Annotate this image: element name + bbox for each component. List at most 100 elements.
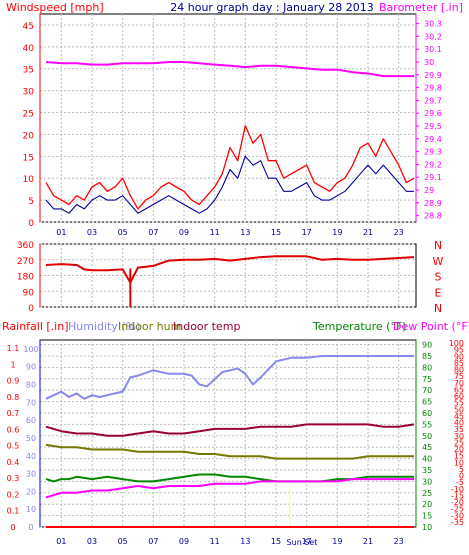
- barometer-tick-label: 29.4: [424, 135, 442, 144]
- humidity-tick-label: 20: [26, 487, 36, 496]
- wind-x-tick-label: 17: [302, 228, 312, 237]
- rain-tick-label: 0.8: [7, 393, 20, 402]
- barometer-tick-label: 29.8: [424, 84, 442, 93]
- barometer-tick-label: 30.1: [424, 45, 442, 54]
- wind-x-tick-label: 01: [56, 228, 66, 237]
- dewpoint-tick-label: 55: [454, 399, 464, 408]
- direction-tick-label: 0: [28, 304, 34, 314]
- compass-label: W: [433, 255, 444, 268]
- barometer-tick-label: 30.3: [424, 20, 442, 29]
- wind-average-line: [45, 155, 414, 214]
- humidity-tick-label: 90: [26, 363, 36, 372]
- climate-x-tick-label: 05: [118, 537, 128, 546]
- rain-tick-label: 0: [10, 523, 15, 532]
- wind-tick-label: 10: [23, 175, 35, 185]
- barometer-axis-label: Barometer [.in]: [379, 1, 463, 14]
- humidity-tick-label: 0: [28, 523, 33, 532]
- compass-label: N: [434, 302, 442, 315]
- dewpoint-tick-label: -15: [451, 491, 464, 500]
- compass-label: E: [435, 286, 442, 299]
- dewpoint-tick-label: 90: [454, 352, 464, 361]
- climate-x-tick-label: 15: [271, 537, 281, 546]
- legend-humidity: Humidity (%): [68, 320, 140, 333]
- humidity-tick-label: 10: [26, 505, 36, 514]
- dewpoint-tick-label: 75: [454, 372, 464, 381]
- rain-tick-label: 0.1: [7, 507, 20, 516]
- direction-tick-label: 90: [23, 288, 35, 298]
- dew-point-line: [45, 478, 414, 499]
- rain-tick-label: 1.1: [7, 344, 20, 353]
- dewpoint-tick-label: 50: [454, 405, 464, 414]
- dewpoint-tick-label: 35: [454, 425, 464, 434]
- wind-x-tick-label: 21: [363, 228, 373, 237]
- barometer-tick-label: 28.9: [424, 199, 442, 208]
- barometer-tick-label: 29.2: [424, 160, 442, 169]
- wind-tick-label: 30: [23, 88, 35, 98]
- dewpoint-tick-label: 40: [454, 419, 464, 428]
- compass-label: S: [435, 271, 442, 284]
- wind-tick-label: 5: [28, 197, 34, 207]
- dewpoint-tick-label: 20: [454, 445, 464, 454]
- temperature-tick-label: 70: [422, 386, 432, 395]
- dewpoint-tick-label: 25: [454, 438, 464, 447]
- temperature-tick-label: 65: [422, 398, 432, 407]
- windspeed-axis-label: Windspeed [mph]: [6, 1, 104, 14]
- humidity-tick-label: 70: [26, 398, 36, 407]
- barometer-tick-label: 29.1: [424, 173, 442, 182]
- dewpoint-tick-label: 65: [454, 385, 464, 394]
- temperature-tick-label: 15: [422, 512, 432, 521]
- temperature-tick-label: 35: [422, 466, 432, 475]
- wind-x-tick-label: 23: [394, 228, 404, 237]
- temperature-tick-label: 80: [422, 363, 432, 372]
- barometer-tick-label: 29.6: [424, 109, 442, 118]
- wind-x-tick-label: 05: [118, 228, 128, 237]
- legend-rainfall: Rainfall [.in]: [2, 320, 69, 333]
- temperature-tick-label: 45: [422, 443, 432, 452]
- temperature-tick-label: 25: [422, 489, 432, 498]
- indoor-temp-line: [45, 423, 415, 437]
- dewpoint-tick-label: 70: [454, 379, 464, 388]
- dewpoint-tick-label: 100: [449, 339, 464, 348]
- wind-x-tick-label: 13: [240, 228, 250, 237]
- rain-tick-label: 0.6: [7, 425, 20, 434]
- dewpoint-tick-label: 10: [454, 458, 464, 467]
- barometer-tick-label: 29.7: [424, 96, 442, 105]
- wind-tick-label: 15: [23, 153, 34, 163]
- temperature-tick-label: 20: [422, 500, 432, 509]
- wind-x-tick-label: 09: [179, 228, 189, 237]
- wind-direction-line: [45, 255, 415, 284]
- temperature-tick-label: 10: [422, 523, 432, 532]
- dewpoint-tick-label: 0: [459, 472, 464, 481]
- rain-tick-label: 0.4: [7, 458, 20, 467]
- chart-title: 24 hour graph day : January 28 2013: [170, 1, 374, 14]
- barometer-line: [45, 61, 414, 78]
- dewpoint-tick-label: 85: [454, 359, 464, 368]
- climate-x-tick-label: 13: [240, 537, 250, 546]
- legend-temperature: Temperature (°F): [312, 320, 407, 333]
- wind-tick-label: 20: [23, 131, 35, 141]
- humidity-tick-label: 40: [26, 452, 36, 461]
- climate-x-tick-label: 21: [363, 537, 373, 546]
- wind-tick-label: 40: [23, 44, 35, 54]
- dewpoint-tick-label: 95: [454, 346, 464, 355]
- wind-plot-frame: [39, 13, 417, 223]
- dewpoint-tick-label: -25: [451, 505, 464, 514]
- dewpoint-tick-label: -5: [456, 478, 464, 487]
- compass-label: N: [434, 239, 442, 252]
- dewpoint-tick-label: 60: [454, 392, 464, 401]
- temperature-tick-label: 60: [422, 409, 432, 418]
- climate-x-tick-label: 09: [179, 537, 189, 546]
- barometer-tick-label: 30.2: [424, 32, 442, 41]
- rain-tick-label: 1: [10, 360, 15, 369]
- dewpoint-tick-label: -35: [451, 518, 464, 527]
- wind-x-tick-label: 19: [332, 228, 342, 237]
- rain-tick-label: 0.9: [7, 377, 20, 386]
- temperature-tick-label: 85: [422, 352, 432, 361]
- rain-tick-label: 0.7: [7, 409, 20, 418]
- temperature-tick-label: 30: [422, 477, 432, 486]
- barometer-tick-label: 29.5: [424, 122, 442, 131]
- direction-tick-label: 180: [17, 273, 34, 283]
- climate-x-tick-label: 17: [302, 537, 312, 546]
- temperature-tick-label: 55: [422, 420, 432, 429]
